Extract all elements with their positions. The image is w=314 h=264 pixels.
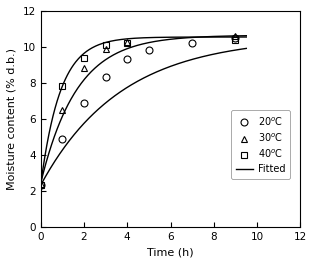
X-axis label: Time (h): Time (h) [147, 247, 194, 257]
Y-axis label: Moisture content (% d.b.): Moisture content (% d.b.) [7, 48, 17, 190]
Legend: 20$^o$C, 30$^o$C, 40$^o$C, Fitted: 20$^o$C, 30$^o$C, 40$^o$C, Fitted [231, 110, 290, 179]
